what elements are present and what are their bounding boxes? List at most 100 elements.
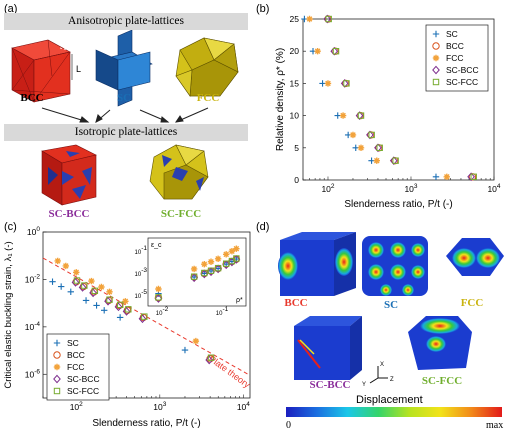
chart-c-point-sc-fcc <box>117 301 124 309</box>
chart-b-point-sc-fcc <box>368 131 375 139</box>
chart-b-frame <box>302 18 495 181</box>
sc-fcc-label: SC-FCC <box>160 208 202 220</box>
chart-c-point-sc-fcc <box>141 313 148 320</box>
chart-c-inset-point-sc-fcc <box>201 269 208 277</box>
chart-b-point-fcc <box>349 131 357 139</box>
chart-b-legend-marker-bcc <box>432 42 440 50</box>
sc-bcc-label: SC-BCC <box>48 208 90 220</box>
chart-c-point-sc <box>93 302 100 309</box>
chart-c-point-fcc <box>122 298 129 305</box>
chart-c-point-sc <box>181 346 189 354</box>
chart-b-point-sc-fcc <box>376 144 383 152</box>
chart-c-point-fcc <box>73 269 80 276</box>
dimension-L-label: L <box>76 64 81 74</box>
chart-c-inset-point-fcc <box>190 265 198 273</box>
chart-b-ytick-label: 0 <box>294 175 299 185</box>
chart-c-point-sc <box>82 297 90 304</box>
chart-b-point-fcc <box>443 173 450 180</box>
sc-bcc-displacement-image <box>294 316 362 380</box>
chart-c-inset-point-fcc <box>201 260 208 268</box>
chart-b-legend-label-sc-fcc: SC-FCC <box>446 77 478 87</box>
chart-b-point-sc-fcc <box>392 157 399 164</box>
fcc-displacement-image <box>446 238 504 276</box>
chart-b-point-fcc <box>314 48 321 55</box>
chart-c-ytick-label: 100 <box>27 226 40 237</box>
chart-b-ylabel: Relative density, ρ* (%) <box>275 48 286 151</box>
isotropic-lattice-figures <box>41 144 209 206</box>
chart-c-inset-ytick-label: 10-1 <box>135 245 148 256</box>
chart-c-inset-point-sc-bcc <box>207 267 215 277</box>
chart-c-inset-xlabel: ρ* <box>236 297 243 304</box>
chart-c-legend-label-sc-bcc: SC-BCC <box>67 374 100 384</box>
chart-b-legend-marker-sc <box>432 30 440 38</box>
chart-c-point-sc <box>49 278 56 285</box>
chart-c-legend-marker-fcc <box>53 363 61 371</box>
chart-c-plate-theory-line <box>42 257 251 376</box>
chart-c-point-sc-bcc <box>114 302 123 312</box>
chart-c-point-sc-fcc <box>207 354 215 361</box>
displacement-contour-figures: X Z Y <box>278 232 504 388</box>
sc-fcc-cube-image <box>149 144 209 200</box>
sc-fcc-displacement-image <box>408 316 472 370</box>
chart-b-point-sc-fcc <box>470 173 477 180</box>
chart-c-point-sc-fcc <box>125 306 132 313</box>
panel-c-label: (c) <box>4 221 17 233</box>
bcc-cube-image <box>11 39 71 103</box>
chart-c-inset-ytick-label: 10-5 <box>135 289 148 300</box>
chart-c-inset-point-sc-bcc <box>190 273 199 283</box>
anisotropic-lattice-figures: L <box>11 30 239 123</box>
chart-c-point-sc-bcc <box>78 283 87 292</box>
chart-c-inset-xtick-label: 10-1 <box>216 306 229 317</box>
chart-c-point-sc-fcc <box>73 277 81 284</box>
chart-b-legend-marker-sc-bcc <box>432 65 440 75</box>
chart-c-inset-point-sc-bcc <box>200 269 209 279</box>
chart-c-ytick-label: 10-2 <box>25 273 41 284</box>
chart-b-ytick-label: 10 <box>290 111 300 121</box>
chart-b-point-sc-bcc <box>355 111 364 120</box>
chart-b-point-sc <box>319 80 326 87</box>
chart-c-frame <box>42 231 251 399</box>
chart-c-inset-point-fcc <box>228 247 236 255</box>
d-sc-bcc-label: SC-BCC <box>309 379 351 391</box>
chart-c-inset-point-fcc <box>233 245 240 252</box>
axis-triad-icon <box>369 366 388 384</box>
chart-b-relative-density: 0 5 10 15 20 25 102 103 104 Slenderness ratio, P/… <box>275 14 501 210</box>
chart-c-point-sc-bcc <box>205 355 214 365</box>
chart-c-xtick-label: 103 <box>153 401 166 412</box>
chart-b-legend-label-sc-bcc: SC-BCC <box>446 65 479 75</box>
panel-d-label: (d) <box>256 221 270 233</box>
chart-c-inset-xtick-label: 10-2 <box>156 306 169 317</box>
displacement-colorbar <box>286 407 502 417</box>
chart-b-point-sc-fcc <box>343 80 350 87</box>
chart-b-point-sc-bcc <box>323 14 332 24</box>
colorbar-min-label: 0 <box>286 420 291 431</box>
chart-c-point-fcc <box>62 262 70 270</box>
chart-b-point-sc-bcc <box>330 46 339 56</box>
chart-b-ytick-label: 15 <box>290 78 300 88</box>
chart-b-xtick-label: 104 <box>487 183 500 194</box>
chart-c-point-sc <box>101 307 108 314</box>
anisotropic-header: Anisotropic plate-lattices <box>4 13 248 30</box>
bcc-label: BCC <box>20 92 44 104</box>
chart-c-legend-marker-sc <box>53 339 61 347</box>
isotropic-header: Isotropic plate-lattices <box>4 124 248 141</box>
chart-c-ytick-label: 10-4 <box>25 321 41 332</box>
chart-b-point-fcc <box>373 157 380 164</box>
chart-c-inset-point-sc-bcc <box>154 294 163 303</box>
chart-c-point-sc-bcc <box>138 314 147 324</box>
chart-c-point-sc-bcc <box>104 296 112 306</box>
colorbar-max-label: max <box>486 420 504 431</box>
chart-c-legend-label-sc: SC <box>67 338 79 348</box>
chart-c-inset-point-sc-bcc <box>222 260 231 270</box>
chart-c-inset-point-sc-fcc <box>190 273 198 280</box>
chart-b-point-fcc <box>324 80 332 87</box>
chart-c-inset-point-sc-fcc <box>207 267 215 274</box>
chart-c-ytick-label: 10-6 <box>25 368 41 379</box>
sc-bcc-cube-image <box>41 144 97 206</box>
chart-c-legend-label-bcc: BCC <box>67 350 85 360</box>
chart-b-xtick-label: 102 <box>321 183 334 194</box>
d-sc-label: SC <box>383 299 399 311</box>
chart-c-point-sc <box>67 288 74 296</box>
chart-c-legend-label-sc-fcc: SC-FCC <box>67 386 99 396</box>
fcc-label: FCC <box>196 92 220 104</box>
